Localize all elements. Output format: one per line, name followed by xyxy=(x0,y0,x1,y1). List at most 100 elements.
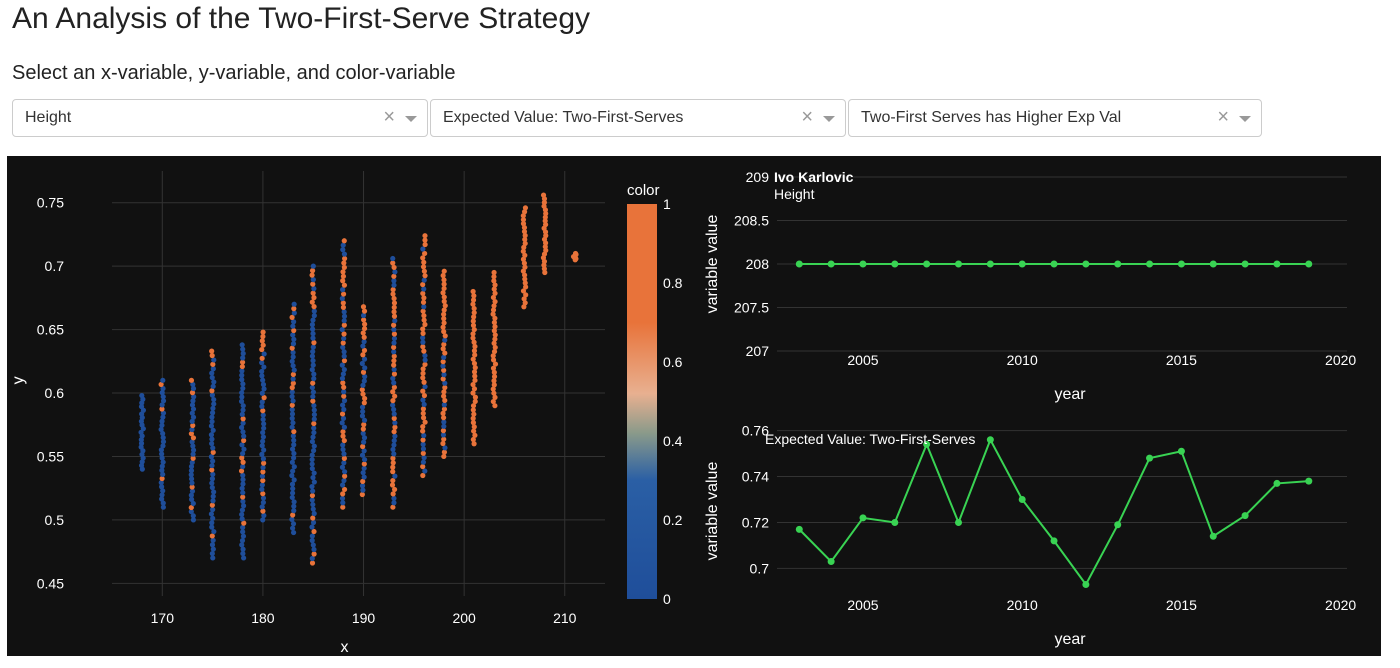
scatter-point xyxy=(160,439,167,445)
scatter-point xyxy=(159,402,165,408)
scatter-point xyxy=(361,439,367,445)
clear-icon[interactable]: × xyxy=(801,106,813,128)
scatter-point xyxy=(340,433,346,439)
scatter-point xyxy=(261,512,267,519)
scatter-point xyxy=(309,537,315,544)
scatter-point xyxy=(160,504,166,510)
color-variable-dropdown[interactable]: Two-First Serves has Higher Exp Val × xyxy=(848,99,1262,137)
scatter-point xyxy=(391,495,397,501)
scatter-point xyxy=(290,371,296,378)
scatter-point xyxy=(341,264,347,271)
scatter-point xyxy=(441,307,447,313)
scatter-point xyxy=(290,398,296,404)
scatter-point xyxy=(188,509,194,515)
scatter-point xyxy=(310,519,317,526)
clear-icon[interactable]: × xyxy=(383,106,395,128)
line1-annotation-subtitle: Height xyxy=(774,186,815,202)
scatter-point xyxy=(521,296,527,302)
chevron-down-icon[interactable] xyxy=(1239,116,1251,122)
scatter-point xyxy=(420,255,426,261)
scatter-point xyxy=(259,338,265,344)
scatter-point xyxy=(260,342,266,348)
scatter-point xyxy=(211,379,217,385)
scatter-point xyxy=(209,348,215,354)
scatter-point xyxy=(190,406,197,412)
scatter-point xyxy=(240,403,246,409)
charts-svg[interactable]: 170 180 190 200 210 0.45 0.5 0.55 0.6 0.65 0.7 0.75… xyxy=(7,156,1381,656)
scatter-point xyxy=(360,408,366,415)
scatter-point xyxy=(291,319,297,325)
scatter-point xyxy=(239,455,245,461)
scatter-point xyxy=(470,297,477,303)
scatter-point xyxy=(289,494,295,501)
scatter-point xyxy=(492,315,498,321)
line1-y-tick-label: 209 xyxy=(746,169,770,185)
scatter-point xyxy=(311,420,317,427)
line2-y-axis-label: variable value xyxy=(704,462,721,561)
scatter-point xyxy=(190,447,197,453)
scatter-point xyxy=(210,515,216,521)
scatter-point xyxy=(361,474,367,480)
scatter-point xyxy=(260,416,266,423)
scatter-point xyxy=(421,379,427,385)
scatter-point xyxy=(491,373,498,380)
scatter-point xyxy=(209,524,215,530)
scatter-point xyxy=(340,273,347,279)
line2-y-tick-label: 0.76 xyxy=(742,423,769,439)
scatter-point xyxy=(159,418,165,424)
scatter-point xyxy=(422,321,428,328)
scatter-point xyxy=(239,342,245,348)
scatter-point xyxy=(211,357,217,363)
scatter-point xyxy=(310,434,316,440)
scatter-point xyxy=(160,471,166,478)
line1-x-tick-label: 2010 xyxy=(1007,352,1038,368)
scatter-point xyxy=(289,345,295,351)
scatter-point xyxy=(241,433,247,439)
scatter-point xyxy=(189,426,195,433)
scatter-point xyxy=(339,326,345,333)
scatter-point xyxy=(360,343,366,349)
scatter-point xyxy=(260,429,266,436)
line2-point xyxy=(1273,479,1281,487)
scatter-point xyxy=(521,260,527,266)
scatter-point xyxy=(522,205,529,211)
scatter-point xyxy=(139,392,145,399)
scatter-point xyxy=(472,343,478,350)
scatter-point xyxy=(522,276,528,282)
line2-point xyxy=(795,525,803,533)
scatter-point xyxy=(490,311,496,317)
chevron-down-icon[interactable] xyxy=(405,116,417,122)
scatter-point xyxy=(290,332,296,338)
scatter-point xyxy=(291,442,297,448)
scatter-point xyxy=(209,392,215,398)
scatter-point xyxy=(362,374,368,380)
scatter-point xyxy=(259,360,265,366)
scatter-point xyxy=(210,555,216,561)
scatter-point xyxy=(260,434,266,440)
scatter-point xyxy=(572,250,579,257)
scatter-point xyxy=(209,484,215,491)
scatter-point xyxy=(442,337,448,343)
line1-point xyxy=(1209,260,1217,268)
scatter-point xyxy=(391,353,397,359)
scatter-point xyxy=(210,449,216,455)
clear-icon[interactable]: × xyxy=(1217,106,1229,128)
scatter-point xyxy=(210,445,216,451)
scatter-point xyxy=(209,550,215,557)
scatter-point xyxy=(389,482,396,488)
scatter-point xyxy=(391,340,397,346)
chevron-down-icon[interactable] xyxy=(823,116,835,122)
scatter-point xyxy=(341,260,347,266)
scatter-point xyxy=(490,398,496,405)
x-variable-dropdown[interactable]: Height × xyxy=(12,99,428,137)
x-variable-value: Height xyxy=(25,109,72,126)
scatter-point xyxy=(392,393,398,399)
scatter-point xyxy=(291,499,297,505)
scatter-point xyxy=(390,469,396,475)
scatter-point xyxy=(341,486,348,493)
line2-x-axis-label: year xyxy=(1054,631,1086,648)
y-variable-dropdown[interactable]: Expected Value: Two-First-Serves × xyxy=(430,99,846,137)
scatter-point xyxy=(311,416,317,422)
line1-point xyxy=(1018,260,1026,268)
scatter-point xyxy=(339,464,346,470)
